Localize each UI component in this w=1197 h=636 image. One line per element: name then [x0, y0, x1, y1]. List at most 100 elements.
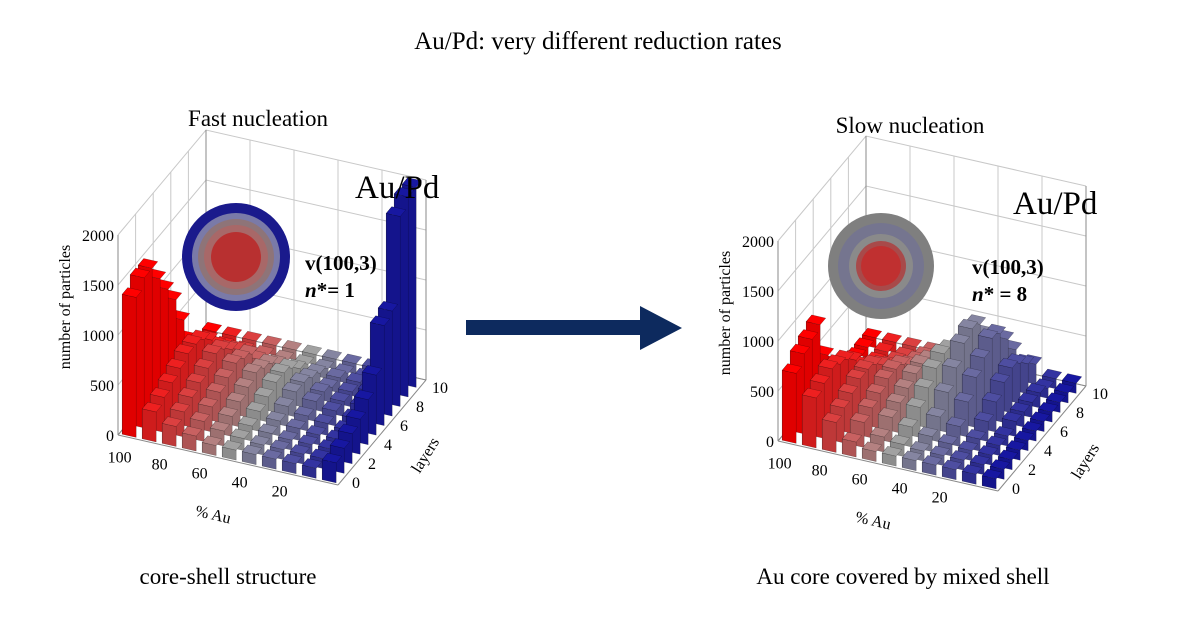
bar-top-face — [949, 333, 971, 344]
bar — [953, 391, 975, 438]
bar-top-face — [301, 391, 323, 402]
bar-top-face — [861, 441, 883, 452]
bar-top-face — [309, 381, 331, 393]
bar-top-face — [969, 347, 991, 359]
bar — [841, 431, 863, 458]
bar — [141, 401, 163, 443]
bar-top-face — [901, 450, 923, 461]
bar-top-face — [941, 459, 963, 471]
left-heading: Fast nucleation — [188, 106, 328, 131]
bar-top-face — [197, 396, 219, 408]
bar-top-face — [233, 377, 255, 388]
z-tick-label: 0 — [106, 428, 114, 445]
z-axis-label: number of particles — [717, 251, 734, 375]
bar-top-face — [281, 453, 303, 465]
z-tick-label: 1500 — [82, 278, 114, 295]
bar-top-face — [857, 397, 879, 409]
bar-top-face — [369, 315, 391, 326]
bar — [281, 453, 303, 475]
bar-top-face — [269, 439, 291, 450]
bar-top-face — [345, 409, 367, 420]
bar-top-face — [301, 344, 323, 355]
z-tick-label: 1500 — [742, 284, 774, 301]
bar-top-face — [961, 464, 983, 475]
bar-top-face — [789, 343, 811, 355]
bar — [781, 362, 803, 444]
bar-top-face — [285, 418, 307, 429]
bar-top-face — [221, 440, 243, 451]
z-tick-label: 500 — [90, 378, 114, 395]
bar — [241, 444, 263, 466]
left-param: v(100,3) — [305, 251, 377, 275]
bar-top-face — [181, 334, 203, 345]
z-tick-label: 2000 — [742, 234, 774, 251]
bar — [941, 459, 963, 481]
bar-top-face — [281, 381, 303, 393]
bar-top-face — [217, 406, 239, 417]
bar-top-face — [849, 412, 871, 423]
y-tick-label: 10 — [432, 380, 448, 397]
axis-line — [117, 434, 339, 486]
bar-top-face — [281, 340, 303, 351]
bar-top-face — [185, 372, 207, 384]
bar-top-face — [201, 321, 223, 333]
bar-top-face — [917, 426, 939, 437]
bar-top-face — [997, 449, 1019, 461]
bar-top-face — [393, 186, 415, 198]
bar-top-face — [1005, 440, 1027, 451]
bar-top-face — [965, 429, 987, 440]
bar-top-face — [781, 363, 803, 374]
x-tick-label: 100 — [768, 455, 792, 472]
bar-top-face — [309, 448, 331, 460]
left-annotation: v(100,3) n*= 1 — [305, 250, 377, 304]
bar-top-face — [897, 416, 919, 428]
bar-top-face — [341, 353, 363, 365]
bar-top-face — [221, 353, 243, 364]
bar-top-face — [121, 287, 143, 298]
bar-top-face — [881, 332, 903, 343]
bar-top-face — [865, 383, 887, 394]
bar-top-face — [989, 459, 1011, 470]
bar-top-face — [945, 416, 967, 427]
y-tick-label: 8 — [1076, 405, 1084, 422]
bar-top-face — [1061, 373, 1083, 384]
y-tick-label: 8 — [416, 399, 424, 416]
bar-top-face — [257, 423, 279, 434]
right-annotation: v(100,3) n* = 8 — [972, 254, 1044, 308]
bar-top-face — [921, 455, 943, 466]
bar-top-face — [885, 392, 907, 404]
bar-top-face — [269, 362, 291, 374]
bar-top-face — [873, 368, 895, 380]
bar-top-face — [953, 391, 975, 403]
bar-top-face — [1017, 392, 1039, 403]
bar-top-face — [893, 378, 915, 389]
y-tick-label: 4 — [1044, 443, 1052, 460]
bar — [981, 468, 1003, 490]
bar-top-face — [821, 412, 843, 423]
axis-line — [997, 385, 1087, 492]
y-tick-label: 4 — [384, 437, 392, 454]
bar-top-face — [993, 426, 1015, 437]
bar-top-face — [137, 258, 159, 269]
z-tick-label: 1000 — [82, 328, 114, 345]
bar-top-face — [941, 357, 963, 369]
bar-top-face — [273, 396, 295, 407]
bar-top-face — [901, 363, 923, 375]
bar — [181, 425, 203, 452]
bar-top-face — [1013, 430, 1035, 441]
z-tick-label: 1000 — [742, 334, 774, 351]
bar-top-face — [321, 400, 343, 412]
bar-top-face — [305, 425, 327, 436]
y-tick-label: 6 — [400, 418, 408, 435]
bar-top-face — [1045, 392, 1067, 403]
bar-top-face — [873, 341, 895, 353]
bar-top-face — [1009, 401, 1031, 413]
bar-top-face — [225, 391, 247, 403]
bar-top-face — [957, 440, 979, 451]
x-tick-label: 60 — [852, 471, 868, 488]
bar-top-face — [265, 410, 287, 422]
bar-top-face — [837, 383, 859, 394]
left-nstar: n*= 1 — [305, 278, 355, 302]
bar-top-face — [329, 438, 351, 449]
